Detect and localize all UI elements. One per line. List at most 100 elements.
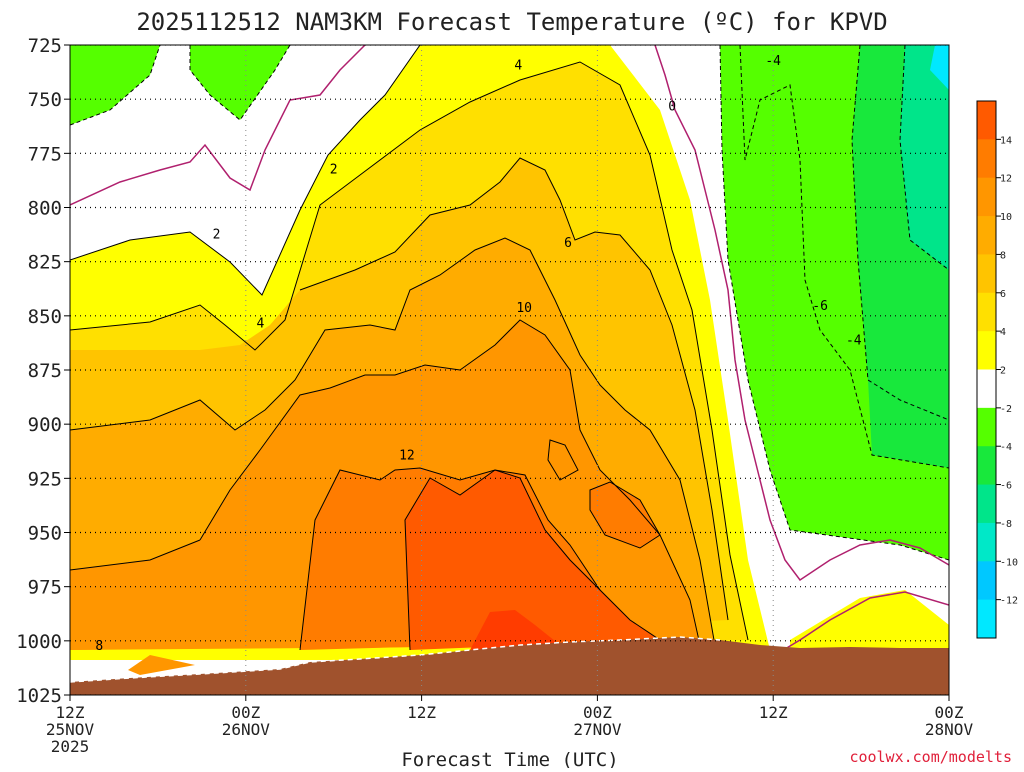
y-tick-label: 775 [28,143,62,165]
freezing-line [70,45,949,656]
contour-8 [70,539,201,571]
region-cold-cyan [900,45,949,270]
region-cold-upperleft [70,45,160,125]
contour-neg-2a [70,45,161,126]
region-yellow-2 [790,590,949,650]
terrain-edge [70,636,721,683]
contour-label: 6 [564,236,572,251]
colorbar-label: 12 [1000,174,1012,185]
contour-10 [199,319,701,646]
contour-label: 8 [95,639,103,654]
colorbar-label: 14 [1000,135,1012,146]
x-tick-label: 00Z [231,703,260,722]
x-tick-label: 12Z [56,703,85,722]
colorbar: 14 12 10 8 6 4 2 -2 -4 -6 -8 -10 -12 [976,100,1018,639]
terrain [70,637,949,695]
contour-6 [70,237,715,641]
colorbar-label: 8 [1000,250,1006,261]
contour-12-isle [589,481,661,549]
freezing-line-left [70,45,366,206]
colorbar-label: 6 [1000,289,1006,300]
freezing-line-bottom [774,591,949,656]
contour-label: -4 [846,334,862,349]
region-cold-upperleft-2 [190,45,290,120]
contour-14 [404,469,601,651]
colorbar-label: -6 [1000,481,1012,492]
contour-label: -6 [812,299,828,314]
x-tick-label: 25NOV [46,720,95,739]
colorbar-label: 4 [1000,327,1006,338]
colorbar-swatch [977,101,996,140]
contour-lines-negative [70,45,949,561]
x-tick-label: 12Z [759,703,788,722]
contour-label: 12 [399,449,415,464]
colorbar-label: -8 [1000,519,1012,530]
y-tick-label: 1000 [16,631,62,653]
credit-label: coolwx.com/modelts [849,748,1012,766]
colorbar-swatch [977,369,996,409]
region-red-orange-isle [590,482,660,548]
colorbar-swatch [977,254,996,294]
region-red [405,470,660,650]
x-tick-label: 12Z [407,703,436,722]
contour-neg-6 [851,45,949,421]
y-axis: 725 750 775 800 825 850 875 900 925 950 975 1000 102… [16,35,70,707]
contour-12 [299,467,661,651]
contour-6b [299,157,729,621]
colorbar-swatch [977,446,996,486]
colorbar-label: -4 [1000,442,1012,453]
x-tick-label: 00Z [583,703,612,722]
y-tick-label: 825 [28,252,62,274]
contour-label: 4 [514,59,522,74]
contour-label: 4 [257,316,265,331]
x-tick-label: 00Z [935,703,964,722]
y-tick-label: 950 [28,523,62,545]
colorbar-swatch [977,484,996,524]
y-tick-label: 850 [28,306,62,328]
colorbar-label: 10 [1000,212,1012,223]
x-tick-label: 27NOV [573,720,622,739]
contour-label: 0 [668,100,676,115]
region-cold-aqua [930,45,949,90]
colorbar-swatch [977,216,996,255]
colorbar-label: -2 [1000,404,1012,415]
contour-4 [70,61,749,641]
y-tick-label: 1025 [16,685,62,707]
contour-island [547,439,579,481]
colorbar-swatch [977,292,996,332]
contour-label: -4 [765,54,781,69]
colorbar-swatch [977,522,996,562]
region-red-core [470,610,560,650]
contour-neg-2b [189,45,291,121]
colorbar-swatch [977,599,996,639]
contour-lines [70,45,749,651]
contour-labels: 4 0 -4 2 2 6 10 4 -6 -4 12 8 [95,54,861,654]
colorbar-swatch [977,407,996,447]
y-tick-label: 900 [28,414,62,436]
contour-2 [70,45,421,296]
y-tick-label: 800 [28,198,62,220]
y-tick-label: 875 [28,360,62,382]
x-tick-label: 2025 [51,737,90,756]
colorbar-swatch [977,331,996,370]
contour-label: 2 [213,228,221,243]
colorbar-swatch [977,177,996,217]
colorbar-label: -12 [1000,596,1018,607]
region-bottomleft [128,655,195,675]
y-tick-label: 750 [28,89,62,111]
contour-neg-8 [899,45,949,271]
contour-label: 10 [516,301,532,316]
colorbar-swatch [977,139,996,179]
x-axis-label: Forecast Time (UTC) [401,749,618,768]
y-tick-label: 725 [28,35,62,57]
colorbar-swatch [977,561,996,601]
y-tick-label: 975 [28,577,62,599]
colorbar-label: -10 [1000,557,1018,568]
colorbar-label: 2 [1000,366,1006,377]
contour-neg-4 [739,45,949,469]
contour-label: 2 [330,163,338,178]
plot-area: 4 0 -4 2 2 6 10 4 -6 -4 12 8 [70,45,949,695]
